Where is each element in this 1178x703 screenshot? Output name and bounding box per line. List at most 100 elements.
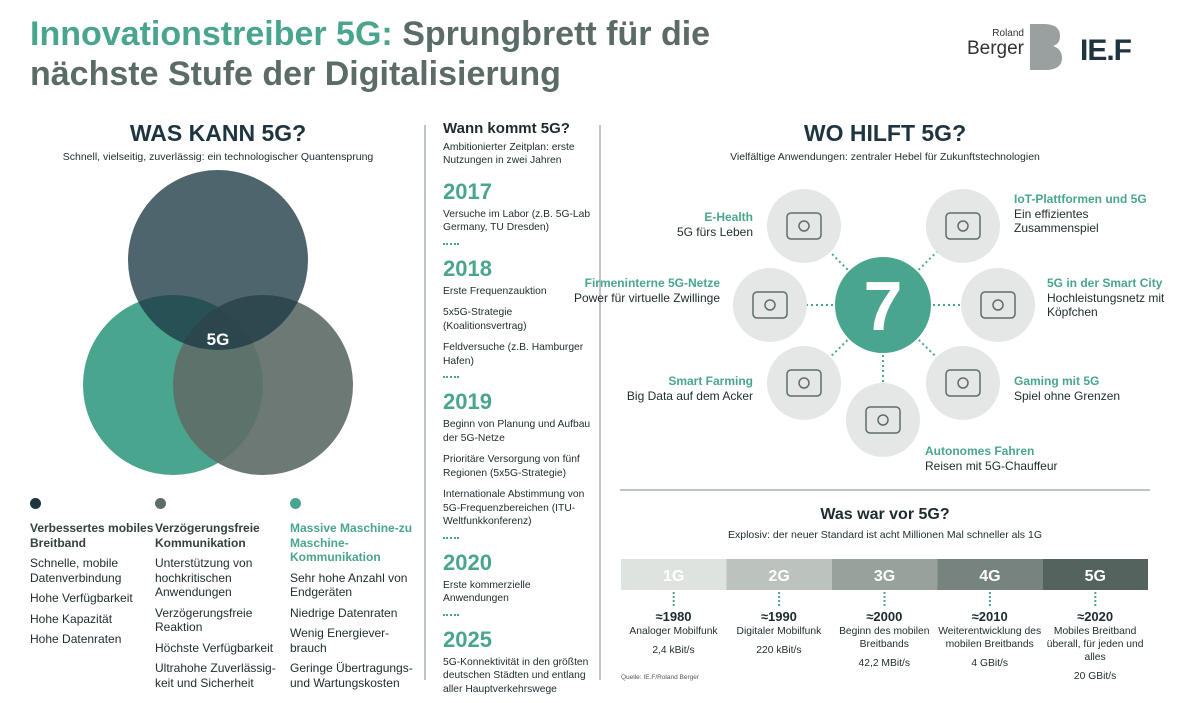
group-item: Ultrahohe Zuverlässig-keit und Sicherhei… (155, 661, 276, 690)
group-dot (30, 498, 41, 509)
group-item: Hohe Kapazität (30, 611, 113, 626)
logo-text: Berger (967, 38, 1025, 59)
timeline: Wann kommt 5G? Ambitionierter Zeitplan: e… (443, 120, 593, 703)
generation-bar (831, 559, 938, 590)
application: 5G in der Smart City Hochleistungsnetz mi… (1047, 276, 1178, 320)
group-dot (155, 498, 166, 509)
title-highlight: Innovationstreiber 5G: (30, 15, 393, 53)
application-title: Gaming mit 5G (1014, 374, 1100, 388)
icon (945, 212, 981, 240)
application-title: IoT-Plattformen und 5G (1014, 192, 1147, 206)
generation-speed: 220 kBit/s (756, 645, 802, 656)
group-title: Verbessertes mobiles Breitband (30, 521, 154, 550)
timeline-item: Versuche im Labor (z.B. 5G-Lab Germany, … (443, 208, 591, 234)
section-heading: WAS KANN 5G? (129, 120, 307, 146)
group-item: Unterstützung von hochkritischen Anwendu… (155, 556, 253, 599)
connector (803, 225, 884, 306)
timeline-item: Prioritäre Versorgung von fünf Regionen … (443, 454, 580, 479)
capability-group: Verzögerungsfreie Kommunikation Unterstüt… (155, 498, 280, 696)
timeline-item: Erste kommerzielle Anwendungen (443, 579, 531, 605)
generation-description: Digitaler Mobilfunk (736, 626, 822, 637)
title: Innovationstreiber 5G: Sprungbrett für d… (30, 14, 750, 94)
history-subtitle: Explosiv: der neuer Standard ist acht Mi… (728, 529, 1042, 541)
group-title: Massive Maschine-zu Maschine-Kommunikati… (290, 521, 413, 564)
generation-speed: 4 GBit/s (971, 658, 1008, 669)
generation-speed: 2,4 kBit/s (652, 645, 695, 656)
history-heading: Was war vor 5G? (820, 506, 950, 523)
group-dot (290, 498, 301, 509)
timeline-item: 5G-Konnektivität in den größten deutsche… (443, 656, 589, 695)
icon (798, 220, 810, 232)
application-circle (767, 346, 841, 420)
timeline-item: 5x5G-Strategie (Koalitionsvertrag) (443, 307, 527, 332)
generation-year: ≈2000 (866, 609, 903, 624)
generation-label: 2G (768, 568, 789, 585)
application-title: Smart Farming (668, 374, 753, 388)
application-text: Reisen mit 5G-Chauffeur (925, 458, 1058, 473)
timeline-year: 2019 (443, 389, 492, 414)
section-heading: WO HILFT 5G? (803, 120, 967, 146)
application-text: 5G fürs Leben (676, 224, 753, 239)
center-circle (835, 257, 931, 353)
group-item: Hohe Datenraten (30, 632, 122, 646)
group-item: Geringe Übertragungs- und Wartungskosten (290, 661, 413, 690)
generation-description: Mobiles Breitband überall, für jeden und… (1046, 626, 1144, 663)
icon (957, 220, 969, 232)
title-text: Sprungbrett für die nächste Stufe der Di… (30, 15, 711, 93)
application-text: Big Data auf dem Acker (626, 388, 753, 403)
generation-description: Analoger Mobilfunk (629, 626, 718, 637)
connector (882, 225, 964, 306)
generation-year: ≈2020 (1077, 609, 1114, 624)
generation-label: 1G (663, 568, 684, 585)
logo-text: IE.F (1080, 34, 1132, 67)
application: Firmeninterne 5G-Netze Power für virtuell… (570, 276, 720, 305)
application-title: E-Health (704, 210, 753, 224)
section-subtitle: Vielfältige Anwendungen: zentraler Hebel… (730, 151, 1040, 163)
connector (803, 304, 884, 384)
dotted-separator (443, 613, 459, 616)
dotted-separator (443, 242, 459, 245)
application-circle (926, 189, 1000, 263)
application-title: Firmeninterne 5G-Netze (584, 276, 720, 290)
capability-group: Massive Maschine-zu Maschine-Kommunikati… (290, 498, 415, 696)
generation: ≈1980 Analoger Mobilfunk 2,4 kBit/s (621, 610, 726, 657)
venn-label: 5G (207, 330, 230, 349)
application-text: Spiel ohne Grenzen (1014, 388, 1121, 403)
group-item: Schnelle, mobile Datenverbindung (30, 556, 122, 585)
timeline-subtitle: Ambitionierter Zeitplan: erste Nutzungen… (443, 141, 575, 167)
icon (865, 406, 901, 434)
generation-description: Weiterentwicklung des mobilen Breitbands (938, 626, 1042, 650)
generation-bar (937, 559, 1043, 590)
application-circle (961, 268, 1035, 342)
group-title: Verzögerungsfreie Kommunikation (155, 521, 260, 550)
timeline-heading: Wann kommt 5G? (443, 120, 570, 137)
dotted-separator (443, 376, 459, 378)
timeline-item: Beginn von Planung und Aufbau der 5G-Net… (443, 419, 591, 444)
venn-circle (128, 170, 308, 350)
application: IoT-Plattformen und 5G Ein effizientes Zu… (1014, 192, 1164, 236)
generation: ≈1990 Digitaler Mobilfunk 220 kBit/s (726, 610, 831, 657)
timeline-year: 2017 (443, 178, 492, 204)
application-text: Hochleistungsnetz mit Köpfchen (1047, 290, 1165, 320)
generation-bar (726, 559, 832, 590)
generation-label: 5G (1085, 568, 1106, 585)
timeline-item: Erste Frequenzauktion (443, 285, 547, 297)
icon (798, 377, 810, 389)
source: Quelle: IE.F/Roland Berger (621, 674, 700, 681)
icon (752, 291, 788, 319)
icon (764, 299, 776, 311)
group-item: Verzögerungsfreie Reaktion (155, 605, 253, 635)
center-number: 7 (864, 267, 903, 345)
group-item: Niedrige Datenraten (290, 605, 398, 620)
generation: ≈2020 Mobiles Breitband überall, für jede… (1043, 610, 1148, 683)
icon (786, 369, 822, 397)
icon (980, 291, 1016, 319)
application: Gaming mit 5G Spiel ohne Grenzen (1014, 374, 1164, 403)
application-title: 5G in der Smart City (1047, 276, 1163, 290)
application-circle (926, 346, 1000, 420)
generation: ≈2010 Weiterentwicklung des mobilen Breit… (937, 610, 1042, 670)
generation: ≈2000 Beginn des mobilen Breitbands 42,2 M… (832, 610, 937, 670)
logo-text: Roland (992, 28, 1024, 39)
generation-year: ≈1990 (760, 609, 797, 624)
